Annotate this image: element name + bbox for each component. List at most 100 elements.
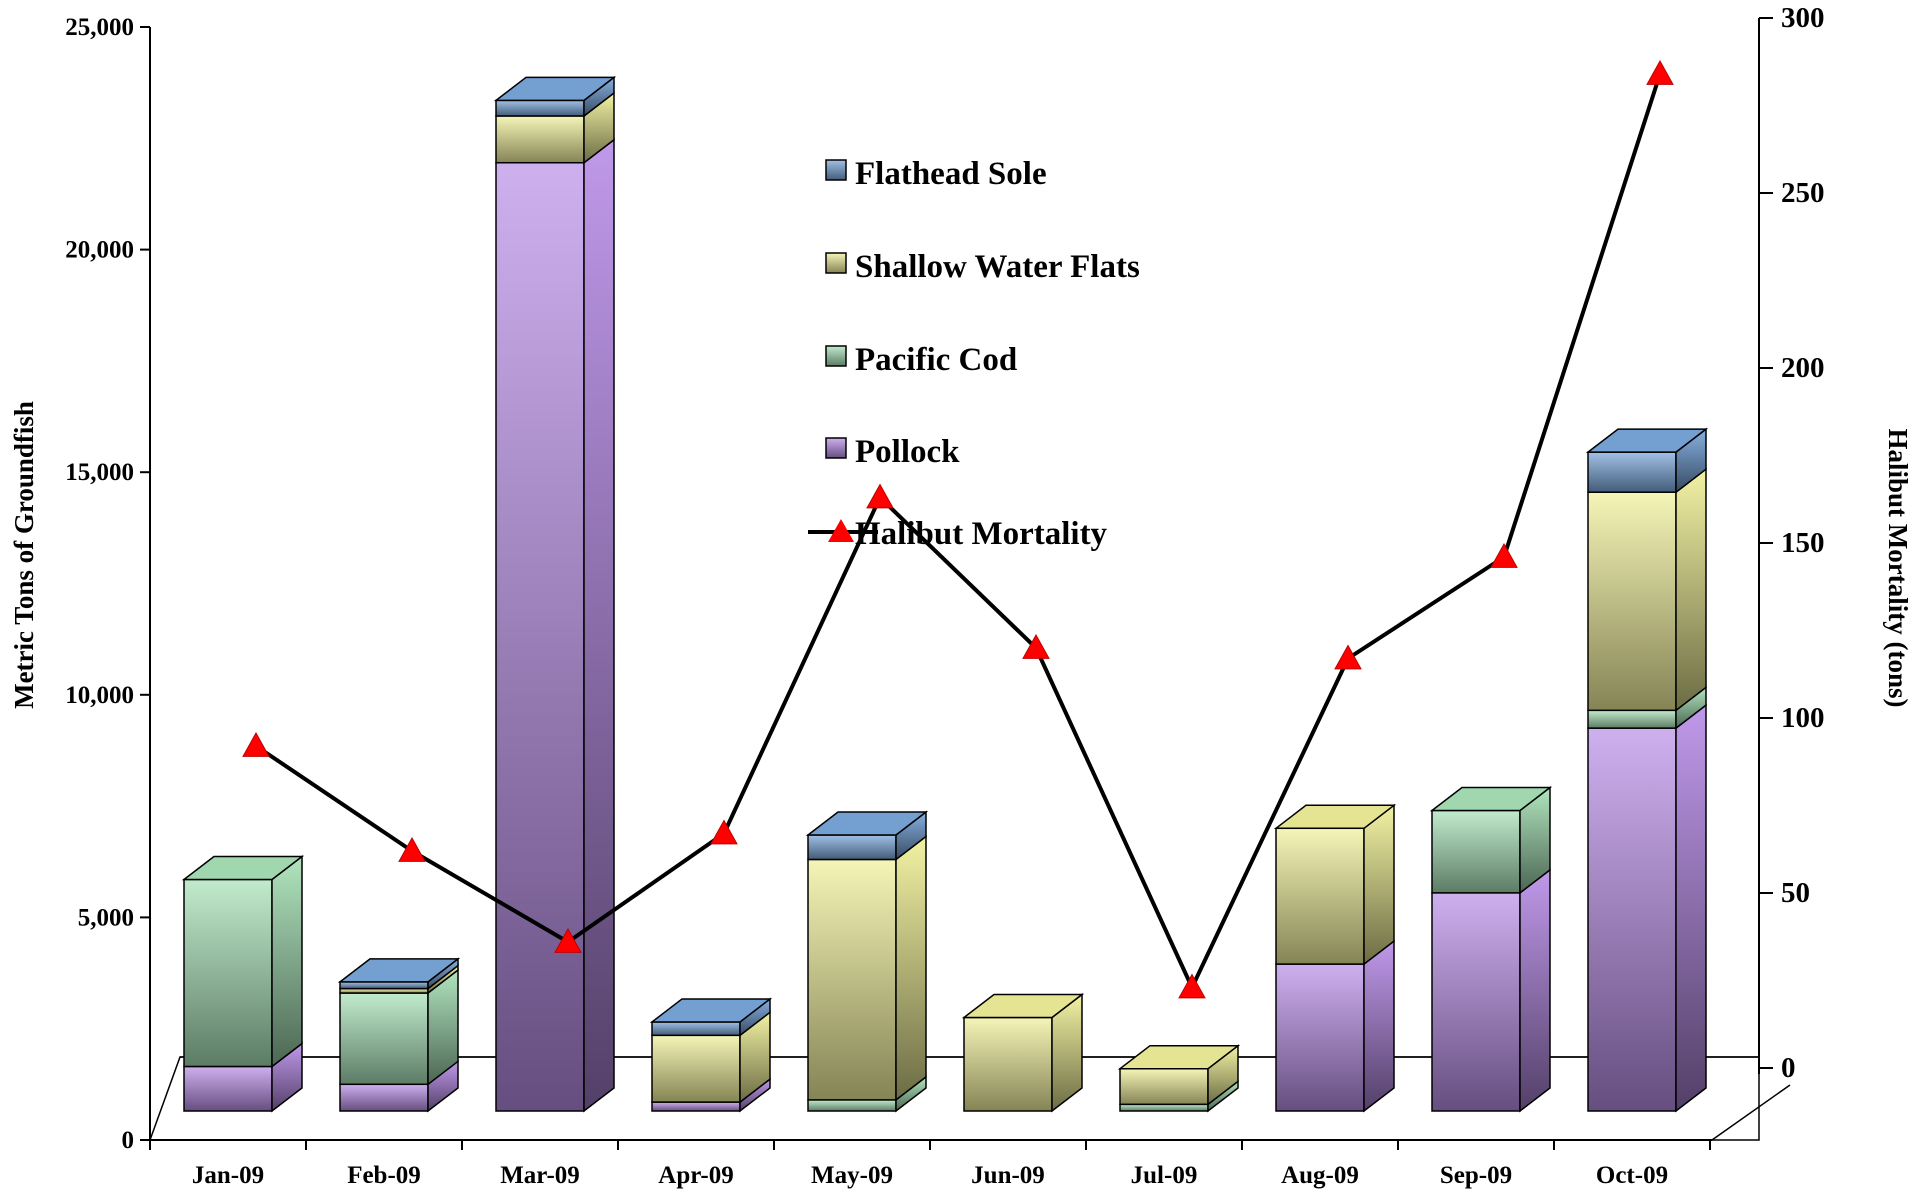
y2-tick-label: 250 [1781,177,1825,209]
bar-front [1587,709,1677,729]
halibut-marker [242,731,270,757]
halibut-marker [398,836,426,862]
legend-item: Halibut Mortality [808,516,1108,552]
bar-column [181,854,305,1113]
bar-front [1587,727,1677,1112]
bar-front [807,1099,897,1112]
bar-segment [1587,703,1707,1113]
bar-segment [495,75,615,118]
legend-swatch [825,345,847,367]
bar-front [1119,1067,1209,1106]
bar-front [495,161,585,1112]
x-tick-label: Jun-09 [971,1162,1045,1189]
bar-front [651,1101,741,1112]
bar-front [1431,892,1521,1112]
bar-segment [1431,868,1551,1113]
x-tick-label: Feb-09 [347,1162,421,1189]
bar-front [1275,827,1365,965]
bar-top [649,998,773,1023]
legend-label: Flathead Sole [855,156,1047,192]
floor-right-edge [1711,1084,1791,1141]
legend-item: Flathead Sole [825,156,1047,192]
bar-top [493,76,617,102]
y-tick-label: 5,000 [78,904,134,931]
x-tick-label: Mar-09 [500,1162,580,1189]
bar-column [961,992,1085,1113]
bar-segment [495,91,615,165]
bar-front [651,1034,741,1103]
bar-front [1431,809,1521,894]
halibut-marker [1334,644,1362,670]
bar-top [181,855,305,881]
x-tick-label: Aug-09 [1281,1162,1359,1189]
bar-top [337,958,461,983]
bar-column [1273,803,1397,1113]
bar-top [961,993,1085,1019]
bar-top [1117,1044,1241,1070]
bar-side [583,138,615,1113]
bar-front [339,992,429,1086]
bar-segment [807,834,927,1102]
x-tick-label: Jul-09 [1131,1162,1198,1189]
halibut-marker [1490,542,1518,568]
halibut-marker [1646,59,1674,85]
bar-front [1587,491,1677,712]
halibut-marker [866,483,894,509]
x-tick-label: Oct-09 [1596,1162,1668,1189]
bar-segment [651,1010,771,1104]
chart-axes: 0 5,000 10,000 15,000 20,000 25,000 0 50 100 150 2… [65,2,1824,1189]
y-tick-label: 20,000 [65,237,134,264]
bar-column [493,75,617,1113]
legend-item: Pollock [825,434,960,470]
legend-item: Shallow Water Flats [825,249,1140,285]
bar-top [1429,786,1553,812]
y2-axis-title: Halibut Mortality (tons) [1883,429,1913,708]
bar-front [807,834,897,861]
bar-segment [1119,1044,1239,1106]
y2-tick-label: 300 [1781,2,1825,34]
legend-label: Pacific Cod [855,342,1017,378]
x-tick-label: May-09 [811,1162,893,1189]
x-tick-label: Sep-09 [1440,1162,1512,1189]
legend-label: Pollock [855,434,960,470]
bar-top [1585,428,1709,453]
legend-label: Halibut Mortality [855,516,1108,552]
bar-group [181,75,1709,1113]
y2-tick-label: 200 [1781,352,1825,384]
bar-side [1675,703,1707,1113]
bar-segment [1275,803,1395,966]
legend-swatch [825,252,847,274]
halibut-line [254,73,1662,990]
y-tick-label: 15,000 [65,459,134,486]
halibut-line-group [242,59,1674,999]
bar-side [1519,868,1551,1113]
bar-side [1363,803,1395,966]
legend-swatch [825,159,847,181]
legend-swatch [825,437,847,459]
bar-front [183,1065,273,1112]
bar-column [805,810,929,1113]
bar-side [1363,939,1395,1113]
bar-front [1587,451,1677,493]
bar-segment [183,1041,303,1113]
bar-segment [1587,467,1707,712]
bar-front [1275,963,1365,1112]
bar-segment [495,138,615,1113]
legend-marker-swatch [828,519,854,542]
y2-tick-label: 100 [1781,702,1825,734]
y2-tick-label: 50 [1781,877,1810,909]
y-tick-label: 25,000 [65,14,134,41]
y-tick-label: 10,000 [65,682,134,709]
y-tick-label: 0 [122,1127,135,1154]
bar-segment [183,854,303,1069]
y2-tick-label: 150 [1781,527,1825,559]
x-tick-label: Apr-09 [658,1162,733,1189]
bar-front [1119,1103,1209,1112]
bar-front [339,1083,429,1112]
bar-front [651,1021,741,1037]
halibut-marker [1178,973,1206,999]
x-tick-label: Jan-09 [192,1162,264,1189]
bar-side [271,854,303,1069]
y-axis-title: Metric Tons of Groundfish [9,401,39,709]
